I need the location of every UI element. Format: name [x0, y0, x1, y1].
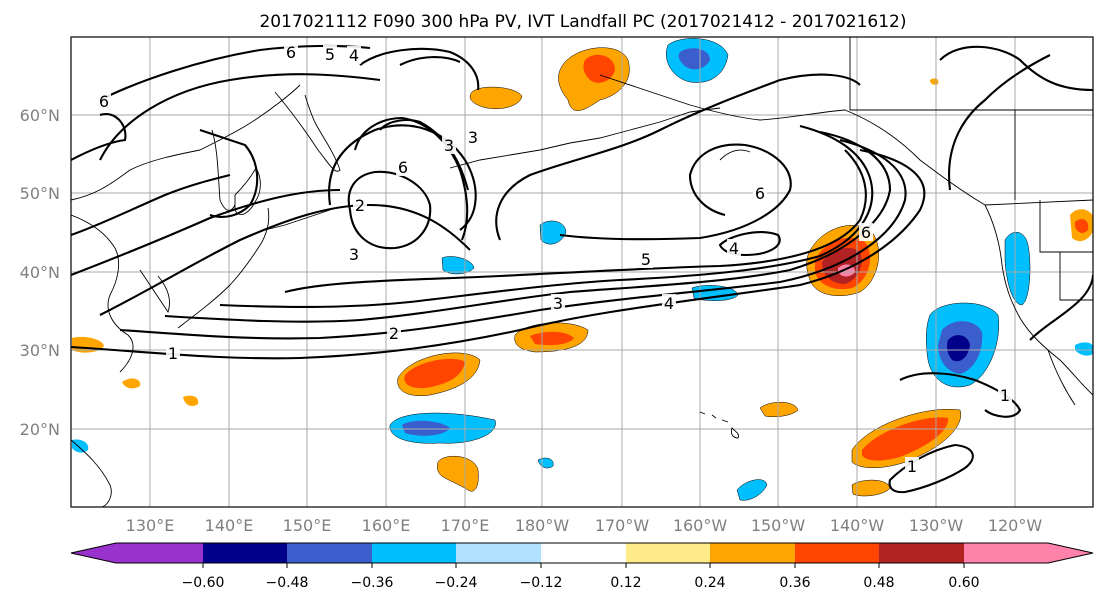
- lon-tick-label: 150°W: [751, 516, 806, 535]
- colorbar-bin: [116, 543, 203, 563]
- lon-tick-label: 130°E: [126, 516, 175, 535]
- colorbar-tick-label: −0.24: [435, 575, 478, 591]
- lon-tick-label: 170°W: [595, 516, 650, 535]
- contour-label: 6: [861, 223, 871, 242]
- contour-label: 6: [755, 184, 765, 203]
- contour-label: 3: [349, 245, 359, 264]
- contour-label: 6: [99, 92, 109, 111]
- lon-tick-label: 180°W: [515, 516, 570, 535]
- colorbar-tick-label: 0.12: [610, 575, 641, 591]
- contour-label: 5: [641, 250, 651, 269]
- colorbar-bin: [626, 543, 710, 563]
- coastlines: [71, 37, 1093, 507]
- lon-tick-label: 120°W: [988, 516, 1043, 535]
- lon-tick-label: 160°E: [362, 516, 411, 535]
- contour-label: 6: [286, 43, 296, 62]
- contour-label: 5: [325, 45, 335, 64]
- lon-tick-label: 150°E: [283, 516, 332, 535]
- colorbar-tick-label: 0.48: [863, 575, 894, 591]
- colorbar-tick-label: −0.60: [182, 575, 225, 591]
- contour-label: 1: [168, 344, 178, 363]
- colorbar-bin: [795, 543, 879, 563]
- colorbar-tick-label: −0.12: [520, 575, 563, 591]
- colorbar-outline: [70, 542, 1094, 564]
- contour-label: 3: [444, 136, 454, 155]
- colorbar: −0.60 −0.48 −0.36 −0.24 −0.12 0.12 0.24 0.36 0.4…: [70, 542, 1094, 591]
- contour-label: 6: [398, 158, 408, 177]
- contour-label: 4: [664, 294, 674, 313]
- pv-shading: [72, 38, 1093, 501]
- longitude-labels: 130°E 140°E 150°E 160°E 170°E 180°W 170°W 160°W…: [126, 516, 1043, 535]
- contour-label: 2: [355, 196, 365, 215]
- colorbar-bin: [203, 543, 287, 563]
- colorbar-bin: [541, 543, 626, 563]
- colorbar-tick-label: −0.36: [351, 575, 394, 591]
- lon-tick-label: 130°W: [909, 516, 964, 535]
- lat-tick-label: 60°N: [20, 106, 60, 125]
- colorbar-bin: [287, 543, 372, 563]
- lon-tick-label: 160°W: [673, 516, 728, 535]
- contour-label: 4: [349, 46, 359, 65]
- lon-tick-label: 140°E: [205, 516, 254, 535]
- latitude-labels: 60°N 50°N 40°N 30°N 20°N: [20, 106, 60, 439]
- lat-tick-label: 20°N: [20, 420, 60, 439]
- colorbar-tick-label: 0.24: [694, 575, 725, 591]
- colorbar-extension-max: [1048, 543, 1093, 563]
- colorbar-bin: [456, 543, 541, 563]
- contour-label: 2: [389, 324, 399, 343]
- lat-tick-label: 30°N: [20, 341, 60, 360]
- contour-label: 3: [468, 128, 478, 147]
- lat-tick-label: 50°N: [20, 184, 60, 203]
- colorbar-bin: [879, 543, 964, 563]
- colorbar-bin: [964, 543, 1048, 563]
- contour-label: 1: [907, 457, 917, 476]
- colorbar-extension-min: [71, 543, 116, 563]
- colorbar-bin: [372, 543, 456, 563]
- colorbar-tick-label: 0.36: [779, 575, 810, 591]
- contour-label: 3: [553, 294, 563, 313]
- lon-tick-label: 140°W: [830, 516, 885, 535]
- contour-label: 1: [1000, 386, 1010, 405]
- pv-contours: [71, 44, 1093, 494]
- colorbar-tick-label: 0.60: [948, 575, 979, 591]
- figure-title: 2017021112 F090 300 hPa PV, IVT Landfall…: [259, 12, 906, 32]
- colorbar-tick-label: −0.48: [266, 575, 309, 591]
- colorbar-bin: [710, 543, 795, 563]
- contour-label: 4: [729, 239, 739, 258]
- lat-tick-label: 40°N: [20, 263, 60, 282]
- map-frame: [70, 36, 1094, 508]
- lon-tick-label: 170°E: [441, 516, 490, 535]
